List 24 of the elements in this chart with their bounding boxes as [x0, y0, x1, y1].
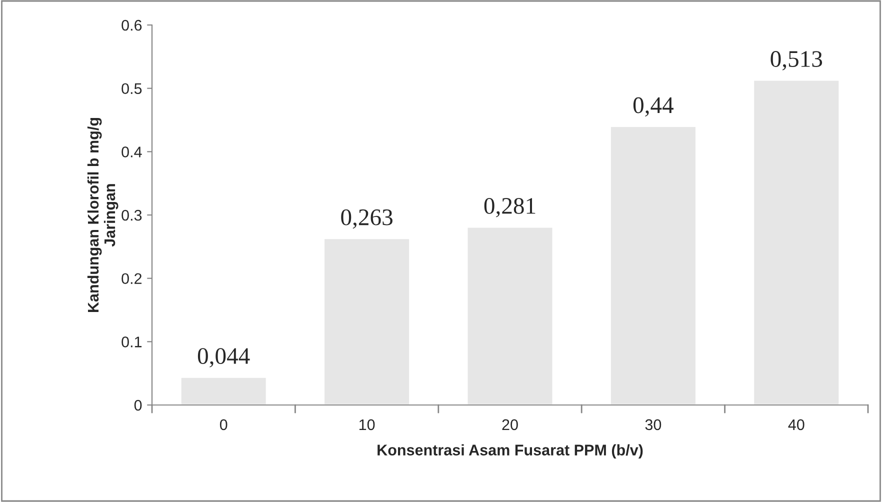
data-label: 0,281 [484, 198, 536, 218]
data-label: 0,513 [770, 51, 822, 70]
x-tick-label: 10 [359, 419, 375, 430]
x-tick-label: 20 [502, 419, 518, 430]
data-label: 0,44 [633, 97, 674, 117]
bar [180, 376, 268, 405]
y-tick-label: 0.1 [122, 336, 142, 348]
y-tick-label: 0.2 [122, 273, 142, 284]
bar [752, 79, 840, 405]
y-tick-label: 0.6 [122, 20, 142, 31]
y-tick-label: 0.4 [122, 146, 142, 158]
bar [323, 238, 410, 405]
y-tick-label: 0.5 [122, 83, 142, 94]
data-label: 0,263 [341, 209, 392, 229]
y-tick-label: 0.3 [122, 210, 142, 221]
y-axis-title: Kandungan Klorofil b mg/g Jaringan [87, 118, 118, 312]
x-tick-label: 0 [220, 419, 228, 430]
x-tick-label: 30 [645, 419, 662, 430]
data-label: 0,044 [198, 348, 250, 368]
y-tick-label: 0 [134, 400, 142, 411]
x-axis-title: Konsentrasi Asam Fusarat PPM (b/v) [378, 444, 643, 458]
bar [466, 226, 554, 405]
bar [610, 126, 697, 405]
x-tick-label: 40 [788, 419, 804, 430]
